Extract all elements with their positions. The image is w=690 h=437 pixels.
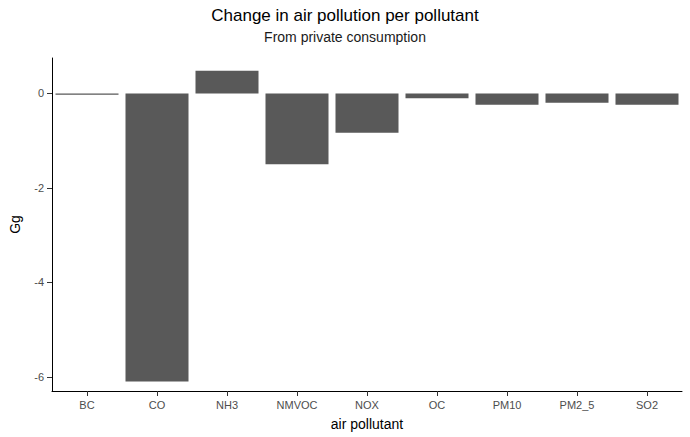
svg-text:Change in air pollution per po: Change in air pollution per pollutant <box>211 6 479 25</box>
svg-text:-2: -2 <box>34 182 44 194</box>
svg-text:-4: -4 <box>34 276 44 288</box>
svg-text:NMVOC: NMVOC <box>277 399 318 411</box>
svg-text:PM10: PM10 <box>493 399 522 411</box>
svg-text:BC: BC <box>79 399 94 411</box>
svg-text:PM2_5: PM2_5 <box>560 399 595 411</box>
svg-text:SO2: SO2 <box>636 399 658 411</box>
svg-text:0: 0 <box>38 87 44 99</box>
svg-text:CO: CO <box>149 399 166 411</box>
svg-text:NOX: NOX <box>355 399 380 411</box>
svg-text:From private consumption: From private consumption <box>264 29 426 45</box>
svg-text:Gg: Gg <box>7 215 23 234</box>
svg-text:-6: -6 <box>34 371 44 383</box>
svg-text:NH3: NH3 <box>216 399 238 411</box>
svg-text:OC: OC <box>429 399 446 411</box>
svg-text:air pollutant: air pollutant <box>331 416 403 432</box>
